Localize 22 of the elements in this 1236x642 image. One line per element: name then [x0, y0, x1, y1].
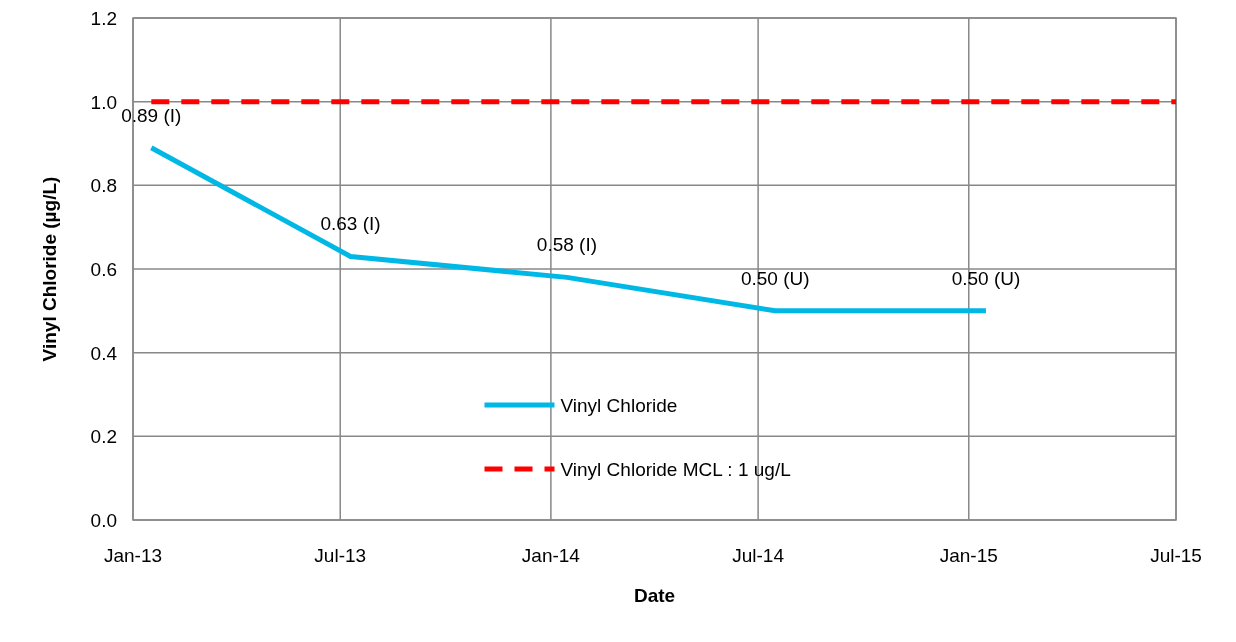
data-label: 0.50 (U) [951, 267, 1021, 289]
y-tick-label: 0.2 [90, 426, 117, 448]
data-label: 0.50 (U) [740, 267, 810, 289]
y-tick-label: 0.8 [90, 175, 117, 197]
x-tick-label: Jan-15 [939, 545, 998, 566]
y-tick-label: 1.2 [90, 8, 117, 29]
data-label: 0.58 (I) [536, 234, 598, 256]
y-tick-label: 0.4 [90, 342, 118, 364]
x-axis-title: Date [633, 585, 676, 606]
y-tick-label: 0.0 [90, 510, 117, 531]
x-tick-label: Jul-15 [1150, 545, 1202, 566]
y-tick-label: 1.0 [90, 91, 117, 113]
y-tick-label: 0.6 [90, 259, 117, 280]
data-label: 0.63 (I) [320, 213, 381, 235]
x-tick-label: Jul-13 [314, 545, 367, 566]
legend-label: Vinyl Chloride MCL : 1 ug/L [560, 459, 791, 480]
x-tick-label: Jan-13 [103, 545, 163, 566]
x-tick-label: Jul-14 [732, 545, 785, 566]
x-tick-label: Jan-14 [521, 545, 581, 566]
legend-label: Vinyl Chloride [560, 395, 678, 416]
data-label: 0.89 (I) [121, 104, 182, 126]
y-axis-title: Vinyl Chloride (µg/L) [39, 176, 60, 362]
